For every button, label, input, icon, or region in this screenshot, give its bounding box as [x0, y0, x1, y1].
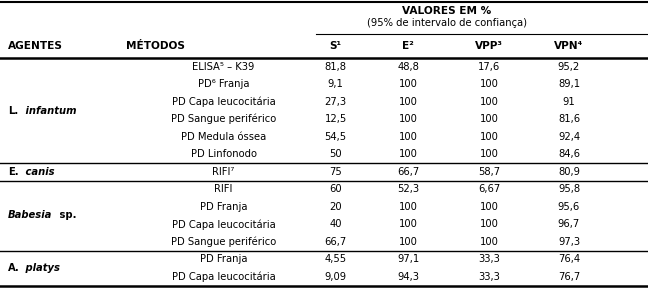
Text: PD Medula óssea: PD Medula óssea: [181, 132, 266, 142]
Text: VPN⁴: VPN⁴: [554, 41, 584, 51]
Text: S¹: S¹: [330, 41, 341, 51]
Text: 66,7: 66,7: [397, 167, 419, 177]
Text: 66,7: 66,7: [325, 237, 347, 247]
Text: 33,3: 33,3: [478, 272, 500, 282]
Text: 52,3: 52,3: [397, 184, 419, 194]
Text: 33,3: 33,3: [478, 254, 500, 264]
Text: 48,8: 48,8: [397, 62, 419, 72]
Text: 60: 60: [329, 184, 342, 194]
Text: E.: E.: [8, 167, 18, 177]
Text: 91: 91: [562, 97, 575, 107]
Text: PD Capa leucocitária: PD Capa leucocitária: [172, 97, 275, 107]
Text: 100: 100: [480, 97, 499, 107]
Text: 96,7: 96,7: [558, 219, 580, 229]
Text: 95,2: 95,2: [558, 62, 580, 72]
Text: 97,1: 97,1: [397, 254, 419, 264]
Text: 27,3: 27,3: [325, 97, 347, 107]
Text: 81,8: 81,8: [325, 62, 347, 72]
Text: 95,8: 95,8: [558, 184, 580, 194]
Text: 81,6: 81,6: [558, 114, 580, 124]
Text: A.: A.: [8, 263, 19, 273]
Text: 84,6: 84,6: [558, 149, 580, 159]
Text: 9,1: 9,1: [328, 79, 343, 89]
Text: PD Capa leucocitária: PD Capa leucocitária: [172, 219, 275, 229]
Text: 100: 100: [480, 202, 499, 212]
Text: 58,7: 58,7: [478, 167, 500, 177]
Text: PD Linfonodo: PD Linfonodo: [191, 149, 257, 159]
Text: VALORES EM %: VALORES EM %: [402, 6, 492, 16]
Text: VPP³: VPP³: [475, 41, 503, 51]
Text: 97,3: 97,3: [558, 237, 580, 247]
Text: 100: 100: [399, 114, 418, 124]
Text: infantum: infantum: [22, 105, 76, 116]
Text: ELISA⁵ – K39: ELISA⁵ – K39: [192, 62, 255, 72]
Text: Babesia: Babesia: [8, 210, 52, 221]
Text: 100: 100: [480, 149, 499, 159]
Text: (95% de intervalo de confiança): (95% de intervalo de confiança): [367, 18, 527, 28]
Text: 94,3: 94,3: [397, 272, 419, 282]
Text: 76,7: 76,7: [558, 272, 580, 282]
Text: PD Capa leucocitária: PD Capa leucocitária: [172, 271, 275, 282]
Text: 9,09: 9,09: [325, 272, 347, 282]
Text: 6,67: 6,67: [478, 184, 500, 194]
Text: PD Sangue periférico: PD Sangue periférico: [171, 114, 276, 125]
Text: 100: 100: [399, 219, 418, 229]
Text: PD Sangue periférico: PD Sangue periférico: [171, 237, 276, 247]
Text: 76,4: 76,4: [558, 254, 580, 264]
Text: 75: 75: [329, 167, 342, 177]
Text: E²: E²: [402, 41, 414, 51]
Text: platys: platys: [22, 263, 60, 273]
Text: 100: 100: [399, 237, 418, 247]
Text: sp.: sp.: [56, 210, 76, 221]
Text: 100: 100: [480, 219, 499, 229]
Text: 100: 100: [399, 149, 418, 159]
Text: RIFI: RIFI: [214, 184, 233, 194]
Text: 100: 100: [480, 114, 499, 124]
Text: 89,1: 89,1: [558, 79, 580, 89]
Text: 4,55: 4,55: [325, 254, 347, 264]
Text: 100: 100: [480, 132, 499, 142]
Text: 100: 100: [399, 202, 418, 212]
Text: MÉTODOS: MÉTODOS: [126, 41, 185, 51]
Text: 100: 100: [399, 97, 418, 107]
Text: 20: 20: [329, 202, 342, 212]
Text: 100: 100: [480, 237, 499, 247]
Text: 50: 50: [329, 149, 342, 159]
Text: 80,9: 80,9: [558, 167, 580, 177]
Text: canis: canis: [22, 167, 54, 177]
Text: RIFI⁷: RIFI⁷: [213, 167, 235, 177]
Text: L.: L.: [8, 105, 18, 116]
Text: 95,6: 95,6: [558, 202, 580, 212]
Text: 40: 40: [329, 219, 342, 229]
Text: 54,5: 54,5: [325, 132, 347, 142]
Text: 100: 100: [399, 132, 418, 142]
Text: 100: 100: [480, 79, 499, 89]
Text: 100: 100: [399, 79, 418, 89]
Text: AGENTES: AGENTES: [8, 41, 63, 51]
Text: PD Franja: PD Franja: [200, 202, 248, 212]
Text: PD Franja: PD Franja: [200, 254, 248, 264]
Text: 17,6: 17,6: [478, 62, 500, 72]
Text: PD⁶ Franja: PD⁶ Franja: [198, 79, 249, 89]
Text: 92,4: 92,4: [558, 132, 580, 142]
Text: 12,5: 12,5: [325, 114, 347, 124]
